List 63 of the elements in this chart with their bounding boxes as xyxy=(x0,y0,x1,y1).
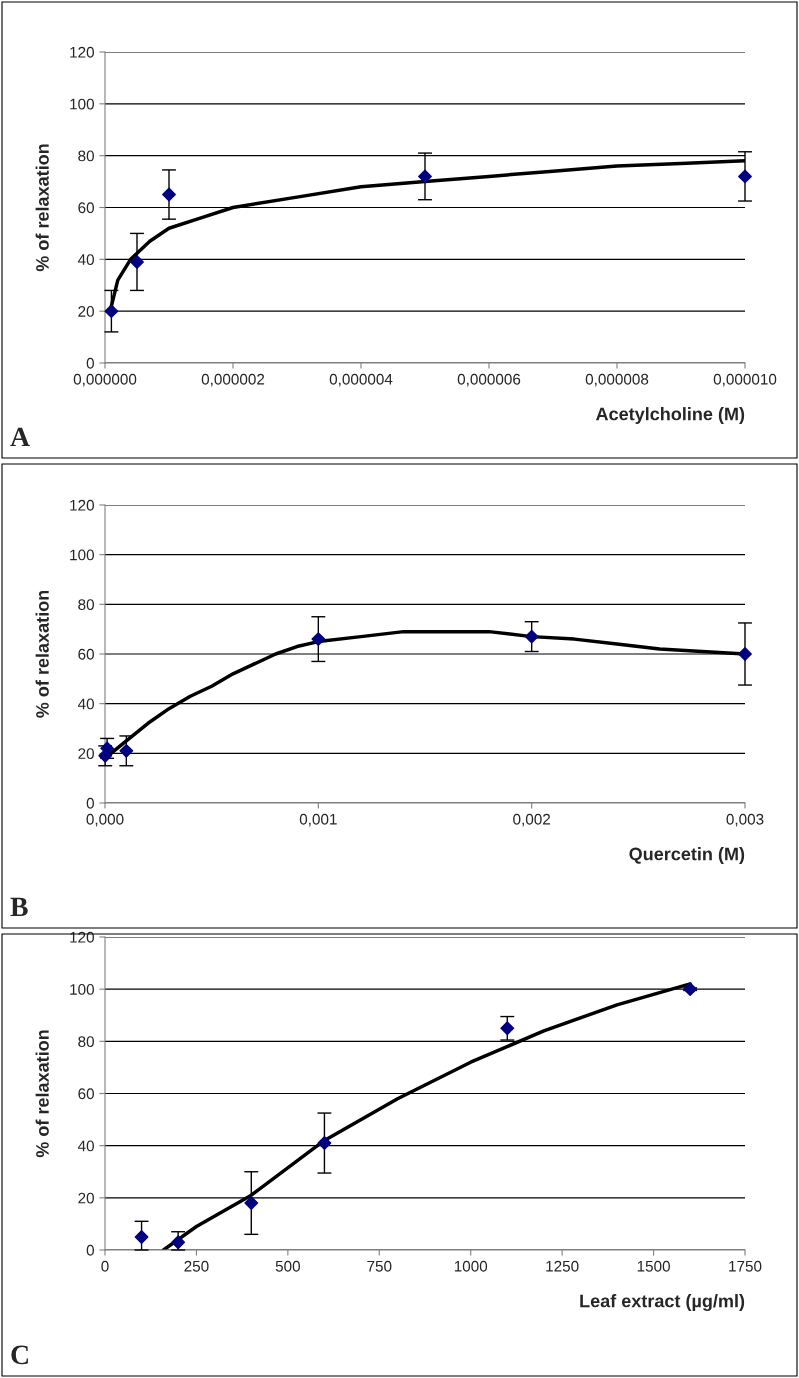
point xyxy=(104,304,119,319)
x-tick-label: 0 xyxy=(101,1260,109,1272)
point xyxy=(311,632,326,647)
point xyxy=(738,169,752,184)
text: B xyxy=(10,897,28,917)
point xyxy=(524,629,539,644)
y-tick-label: 40 xyxy=(77,1140,94,1152)
y-tick-label: 20 xyxy=(78,1192,94,1204)
x-axis-title: Leaf extract (µg/ml) xyxy=(580,1294,745,1312)
x-axis-title: Quercetin (M) xyxy=(629,847,745,864)
point xyxy=(119,743,134,758)
point xyxy=(171,1235,186,1250)
y-tick-label: 80 xyxy=(78,1036,94,1048)
y-tick-label: 120 xyxy=(70,931,94,943)
point xyxy=(162,187,176,202)
x-tick-label: 0,000 xyxy=(86,813,124,827)
y-tick-label: 60 xyxy=(78,648,94,660)
point xyxy=(134,1230,149,1244)
x-tick-label: 1750 xyxy=(729,1260,762,1272)
text: C xyxy=(11,1345,28,1365)
x-tick-label: 0,000000 xyxy=(73,373,137,387)
y-tick-label: 0 xyxy=(86,797,94,809)
y-tick-label: 40 xyxy=(77,698,94,710)
y-tick-label: 20 xyxy=(78,306,94,317)
x-tick-label: 0,000006 xyxy=(457,373,521,387)
y-axis-title: % of relaxation xyxy=(35,144,49,272)
x-axis-title: Acetylcholine (M) xyxy=(595,407,745,424)
y-tick-label: 100 xyxy=(70,98,94,110)
x-tick-label: 0,001 xyxy=(299,813,337,827)
x-tick-label: 0,000004 xyxy=(329,373,393,387)
x-tick-label: 0,000008 xyxy=(585,373,649,387)
y-tick-label: 60 xyxy=(78,1088,94,1100)
x-tick-label: 1000 xyxy=(454,1260,488,1272)
x-tick-label: 0,002 xyxy=(513,813,551,827)
point xyxy=(738,647,752,661)
y-tick-label: 80 xyxy=(78,599,94,611)
y-tick-label: 120 xyxy=(70,499,94,511)
point xyxy=(317,1136,332,1150)
y-tick-label: 100 xyxy=(70,984,94,995)
x-tick-label: 0,000010 xyxy=(713,373,777,387)
x-tick-label: 0,003 xyxy=(726,813,764,827)
x-tick-label: 500 xyxy=(275,1260,301,1272)
y-tick-label: 20 xyxy=(78,748,94,760)
x-tick-label: 750 xyxy=(367,1260,392,1272)
x-tick-label: 0,000002 xyxy=(201,373,265,387)
y-tick-label: 40 xyxy=(77,254,94,266)
point xyxy=(500,1021,515,1036)
x-tick-label: 1500 xyxy=(637,1260,670,1272)
x-tick-label: 1250 xyxy=(546,1260,579,1272)
y-tick-label: 80 xyxy=(78,150,94,162)
point xyxy=(130,255,144,269)
y-axis-title: % of relaxation xyxy=(35,590,49,718)
point xyxy=(418,169,432,184)
y-tick-label: 60 xyxy=(78,202,94,214)
point xyxy=(244,1196,259,1210)
y-tick-label: 120 xyxy=(70,46,94,58)
text: A xyxy=(10,427,30,446)
y-tick-label: 0 xyxy=(86,357,94,369)
point xyxy=(683,982,698,997)
x-tick-label: 250 xyxy=(184,1260,209,1272)
y-axis-title: % of relaxation xyxy=(35,1030,49,1158)
y-tick-label: 100 xyxy=(70,549,94,561)
y-tick-label: 0 xyxy=(86,1244,94,1256)
